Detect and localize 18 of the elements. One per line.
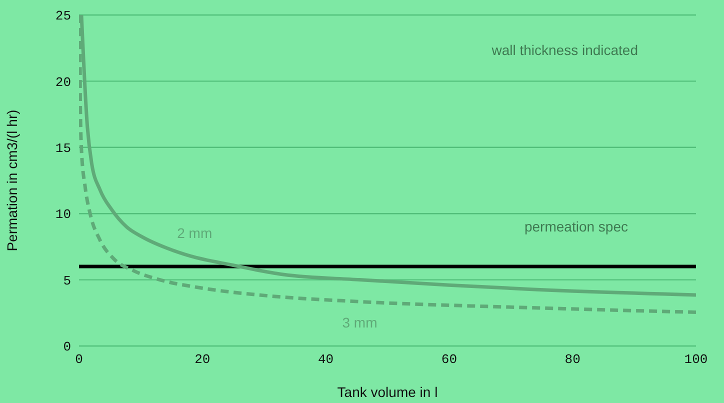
y-tick-label: 10 (55, 207, 71, 222)
y-tick-label: 15 (55, 141, 71, 156)
ref-line-label: permeation spec (524, 218, 628, 235)
y-axis-title: Permation in cm3/(l hr) (4, 110, 20, 252)
x-tick-label: 100 (684, 352, 708, 368)
x-tick-label: 40 (318, 352, 334, 368)
y-tick-label: 0 (63, 340, 71, 355)
series-label: 3 mm (342, 314, 378, 331)
x-tick-label: 0 (75, 352, 83, 368)
x-tick-label: 60 (441, 352, 458, 368)
annotation: wall thickness indicated (492, 42, 638, 58)
x-axis-title: Tank volume in l (337, 384, 438, 400)
series-label: 2 mm (177, 225, 212, 242)
x-tick-label: 80 (564, 352, 580, 368)
y-tick-label: 25 (55, 8, 71, 24)
x-tick-label: 20 (194, 352, 210, 368)
y-tick-label: 5 (63, 273, 71, 288)
y-tick-label: 20 (55, 74, 71, 90)
